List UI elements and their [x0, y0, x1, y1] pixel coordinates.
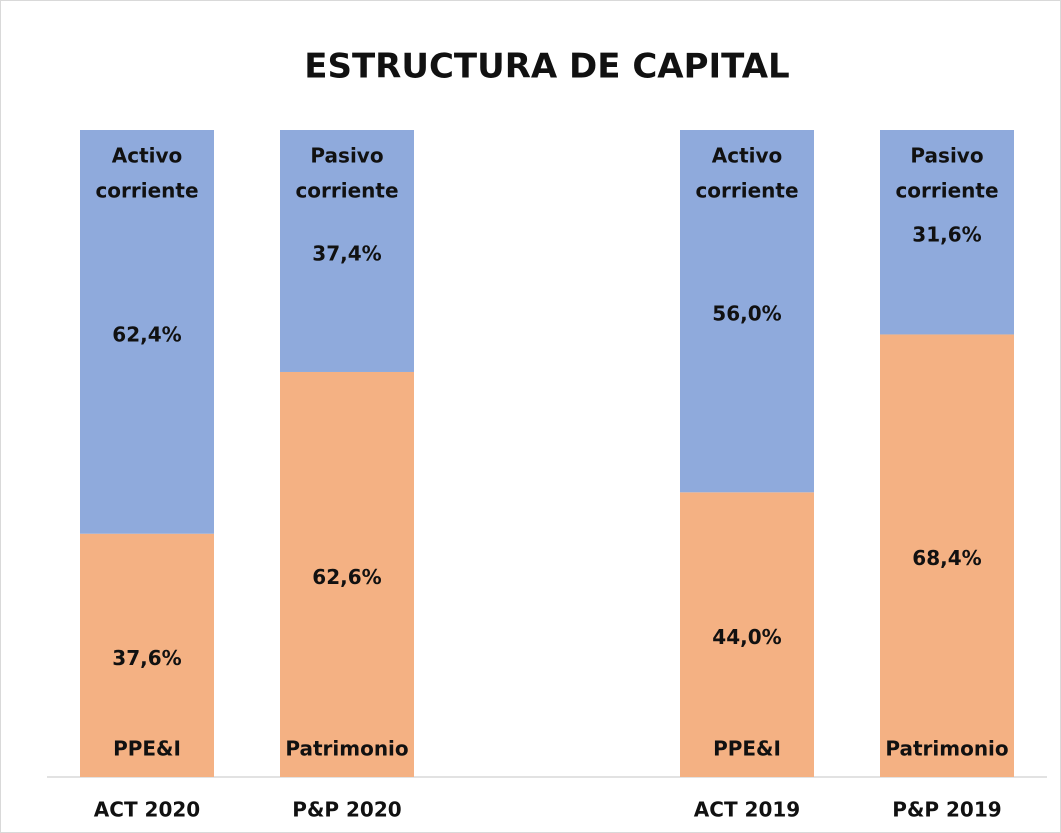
bar-segment [80, 533, 214, 777]
data-label: 37,6% [112, 646, 181, 670]
data-label: 37,4% [312, 241, 381, 265]
segment-label: Pasivo [910, 144, 983, 168]
x-tick-label: ACT 2020 [94, 798, 200, 822]
segment-label: corriente [895, 179, 998, 203]
segment-label: corriente [695, 179, 798, 203]
segment-label: Patrimonio [885, 737, 1008, 761]
bar-segment [680, 492, 814, 777]
chart-title: ESTRUCTURA DE CAPITAL [304, 47, 789, 87]
bar-segment [80, 130, 214, 534]
x-tick-label: P&P 2019 [892, 798, 1001, 822]
segment-label: corriente [95, 179, 198, 203]
segment-label: Patrimonio [285, 737, 408, 761]
bar-segment [880, 334, 1014, 777]
segment-label: Activo [712, 144, 783, 168]
data-label: 31,6% [912, 223, 981, 247]
x-tick-label: P&P 2020 [292, 798, 401, 822]
x-tick-label: ACT 2019 [694, 798, 800, 822]
segment-label: PPE&I [113, 737, 181, 761]
segment-label: PPE&I [713, 737, 781, 761]
data-label: 44,0% [712, 625, 781, 649]
segment-label: Pasivo [310, 144, 383, 168]
bar-segment [880, 130, 1014, 335]
segment-label: corriente [295, 179, 398, 203]
data-label: 68,4% [912, 546, 981, 570]
bar-segment [280, 371, 414, 777]
bar-segment [280, 130, 414, 372]
data-label: 62,6% [312, 565, 381, 589]
data-label: 56,0% [712, 302, 781, 326]
segment-label: Activo [112, 144, 183, 168]
data-label: 62,4% [112, 322, 181, 346]
bar-segment [680, 130, 814, 493]
